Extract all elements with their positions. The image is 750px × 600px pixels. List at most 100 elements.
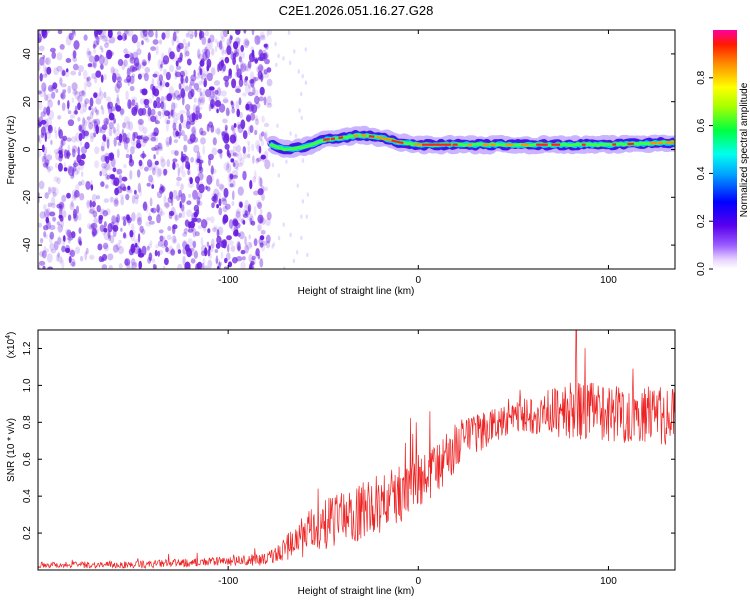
spectrogram-noise-cell [136, 169, 141, 178]
spectrogram-noise-cell [39, 45, 45, 52]
spectrogram-noise-cell [259, 242, 264, 248]
spectrogram-noise-cell [165, 30, 170, 39]
spectrogram-noise-cell [197, 96, 204, 103]
spectrogram-signal-core [376, 136, 385, 140]
spectrogram-noise-cell [100, 74, 104, 83]
spectrogram-noise-cell [108, 106, 113, 116]
spectrogram-noise-cell [103, 162, 111, 171]
spectrogram-noise-cell [43, 162, 49, 168]
spectrogram-noise-cell [258, 49, 263, 57]
spectrogram-noise-cell [258, 145, 262, 154]
spectrogram-noise-cell [250, 220, 256, 226]
spectrogram-noise-cell [178, 212, 182, 218]
spectrogram-noise-cell [300, 214, 303, 219]
spectrogram-noise-cell [181, 160, 185, 171]
spectrogram-noise-cell [126, 215, 131, 221]
spectrogram-noise-cell [63, 167, 68, 172]
spectrogram-noise-cell [50, 248, 57, 254]
spectrogram-x-axis-label: Height of straight line (km) [298, 286, 415, 297]
spectrogram-noise-cell [225, 107, 230, 117]
spectrogram-noise-cell [99, 33, 105, 39]
spectrogram-noise-cell [187, 164, 191, 170]
spectrogram-noise-cell [207, 259, 213, 269]
spectrogram-noise-cell [93, 124, 97, 133]
spectrogram-noise-cell [199, 68, 203, 76]
spectrogram-noise-cell [253, 238, 258, 247]
spectrogram-noise-cell [216, 229, 220, 238]
spectrogram-noise-cell [38, 90, 43, 95]
spectrogram-noise-cell [128, 248, 134, 256]
spectrogram-noise-cell [276, 123, 279, 128]
spectrogram-noise-cell [257, 56, 264, 61]
spectrogram-noise-cell [192, 83, 200, 88]
spectrogram-noise-cell [193, 97, 197, 103]
spectrogram-noise-cell [103, 152, 109, 160]
spectrogram-noise-cell [249, 215, 255, 223]
spectrogram-noise-cell [227, 261, 233, 268]
spectrogram-noise-cell [92, 210, 98, 218]
spectrogram-noise-cell [180, 78, 186, 85]
spectrogram-noise-cell [89, 62, 96, 68]
spectrogram-noise-cell [235, 37, 241, 45]
spectrogram-noise-cell [249, 125, 254, 133]
spectrogram-noise-cell [77, 65, 85, 73]
spectrogram-noise-cell [256, 66, 260, 73]
spectrogram-noise-cell [99, 53, 103, 58]
spectrogram-noise-cell [62, 210, 67, 218]
spectrogram-noise-cell [101, 264, 108, 269]
spectrogram-noise-cell [186, 248, 193, 258]
snr-frame [37, 329, 676, 571]
spectrogram-noise-cell [206, 72, 213, 82]
spectrogram-noise-cell [67, 236, 74, 241]
spectrogram-noise-cell [262, 240, 268, 246]
snr-x-axis-label: Height of straight line (km) [298, 586, 415, 597]
spectrogram-noise-cell [71, 231, 76, 239]
spectrogram-noise-cell [238, 78, 244, 87]
spectrogram-noise-cell [121, 138, 129, 145]
spectrogram-noise-cell [100, 181, 105, 187]
spectrogram-noise-cell [47, 166, 51, 173]
x-tick-label: 100 [600, 275, 617, 286]
spectrogram-noise-cell [218, 198, 222, 207]
spectrogram-noise-cell [248, 241, 253, 248]
spectrogram-noise-cell [131, 34, 138, 44]
spectrogram-noise-cell [258, 64, 264, 72]
spectrogram-noise-cell [103, 221, 107, 228]
spectrogram-noise-cell [105, 39, 111, 45]
spectrogram-noise-cell [149, 132, 153, 139]
spectrogram-noise-cell [98, 54, 105, 65]
spectrogram-noise-cell [183, 144, 187, 151]
spectrogram-noise-cell [220, 90, 227, 97]
spectrogram-noise-cell [139, 98, 147, 105]
spectrogram-noise-cell [79, 108, 85, 115]
spectrogram-noise-cell [238, 231, 245, 240]
spectrogram-noise-cell [265, 234, 271, 244]
spectrogram-noise-cell [86, 223, 92, 230]
spectrogram-noise-cell [242, 152, 247, 160]
spectrogram-noise-cell [170, 196, 174, 207]
spectrogram-noise-cell [226, 235, 232, 241]
spectrogram-noise-cell [237, 152, 243, 162]
spectrogram-noise-cell [232, 219, 239, 227]
spectrogram-noise-cell [41, 250, 47, 259]
colorbar-ticks: 0.0 0.2 0.4 0.6 0.8 [696, 70, 713, 276]
spectrogram-noise-cell [159, 81, 163, 86]
spectrogram-noise-cell [63, 235, 66, 242]
spectrogram-noise-cell [45, 131, 52, 140]
spectrogram-noise-cell [103, 34, 109, 42]
spectrogram-noise-cell [187, 181, 194, 188]
spectrogram-noise-cell [115, 243, 121, 251]
spectrogram-noise-cell [71, 261, 76, 267]
spectrogram-noise-cell [214, 249, 219, 253]
spectrogram-noise-cell [40, 132, 45, 139]
spectrogram-noise-cell [292, 258, 296, 264]
spectrogram-noise-cell [262, 53, 268, 60]
spectrogram-noise-cell [223, 162, 230, 171]
spectrogram-noise-cell [194, 106, 199, 113]
spectrogram-noise-cell [44, 94, 49, 101]
spectrogram-noise-cell [191, 112, 196, 122]
spectrogram-noise-cell [75, 246, 81, 254]
spectrogram-noise-cell [182, 38, 187, 46]
spectrogram-noise-cell [73, 191, 77, 200]
